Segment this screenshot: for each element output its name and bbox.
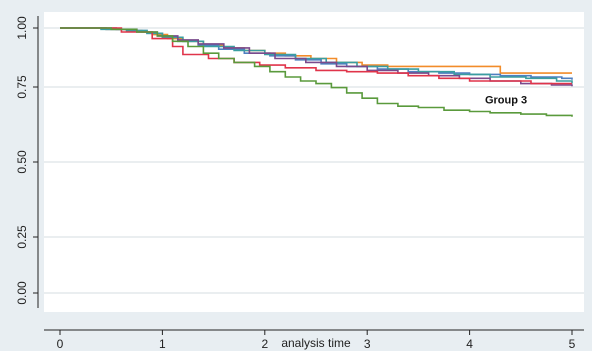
x-tick-label: 2 — [261, 337, 268, 351]
y-tick-label: 0.75 — [15, 75, 29, 99]
y-tick-label: 0.00 — [15, 281, 29, 305]
x-tick-label: 0 — [57, 337, 64, 351]
gridlines — [44, 27, 584, 294]
x-axis-title: analysis time — [281, 336, 351, 350]
x-tick-label: 3 — [364, 337, 371, 351]
axes: 0.00 0.25 0.50 0.75 1.00 0 1 2 3 4 5 — [15, 16, 584, 351]
x-tick-label: 5 — [569, 337, 576, 351]
y-tick-label: 0.50 — [15, 150, 29, 174]
x-tick-label: 4 — [466, 337, 473, 351]
series-line-6 — [60, 27, 573, 117]
series-layer — [60, 27, 573, 117]
x-tick-label: 1 — [159, 337, 166, 351]
y-tick-label: 1.00 — [15, 16, 29, 40]
annotations: Group 3 — [485, 95, 527, 107]
annotation-label: Group 3 — [485, 95, 527, 107]
y-tick-label: 0.25 — [15, 225, 29, 249]
